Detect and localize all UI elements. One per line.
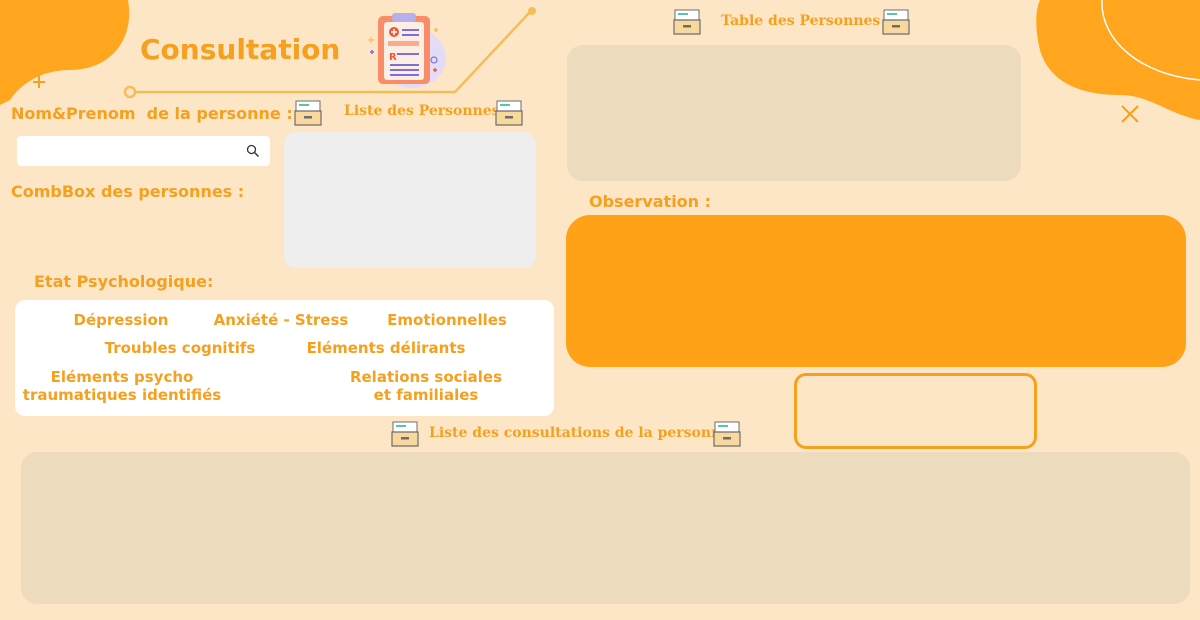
file-drawer-icon — [882, 9, 910, 35]
close-icon[interactable] — [1120, 104, 1140, 124]
svg-text:R: R — [389, 52, 397, 63]
list-personnes[interactable] — [284, 132, 536, 268]
consultations-table[interactable] — [21, 452, 1190, 604]
file-drawer-icon — [713, 421, 741, 447]
file-drawer-icon — [294, 100, 322, 126]
option-line: Eléments psycho — [50, 368, 194, 386]
option-anxiete-stress[interactable]: Anxiété - Stress — [213, 311, 349, 329]
list-personnes-title: Liste des Personnes — [344, 103, 500, 119]
etat-label: Etat Psychologique: — [34, 272, 214, 291]
observation-label: Observation : — [589, 192, 712, 211]
option-troubles-cognitifs[interactable]: Troubles cognitifs — [104, 339, 256, 357]
table-personnes-title: Table des Personnes — [721, 13, 881, 29]
top-left-blob — [0, 0, 130, 105]
file-drawer-icon — [673, 9, 701, 35]
consultations-title: Liste des consultations de la personne — [429, 425, 731, 441]
option-elements-delirants[interactable]: Eléments délirants — [306, 339, 466, 357]
search-field — [17, 136, 270, 166]
top-right-blob — [1036, 0, 1200, 120]
option-depression[interactable]: Dépression — [73, 311, 169, 329]
page-title: Consultation — [140, 33, 341, 66]
etat-panel — [15, 300, 554, 416]
option-line: et familiales — [373, 386, 479, 404]
option-relations-sociales[interactable]: Relations sociales et familiales — [340, 368, 512, 404]
combo-label: CombBox des personnes : — [11, 182, 245, 201]
action-button[interactable] — [794, 373, 1037, 449]
option-emotionnelles[interactable]: Emotionnelles — [387, 311, 507, 329]
file-drawer-icon — [495, 100, 523, 126]
option-line: traumatiques identifiés — [22, 386, 222, 404]
decorative-line — [123, 7, 536, 99]
search-icon[interactable] — [246, 144, 260, 158]
table-personnes[interactable] — [567, 45, 1021, 181]
option-line: Relations sociales — [349, 368, 503, 386]
observation-textarea[interactable] — [566, 215, 1186, 367]
option-elements-psycho-traumatiques[interactable]: Eléments psycho traumatiques identifiés — [20, 368, 224, 404]
file-drawer-icon — [391, 421, 419, 447]
medical-clipboard-icon: R — [368, 13, 446, 88]
search-input[interactable] — [23, 140, 242, 164]
search-label: Nom&Prenom de la personne : — [11, 104, 293, 123]
